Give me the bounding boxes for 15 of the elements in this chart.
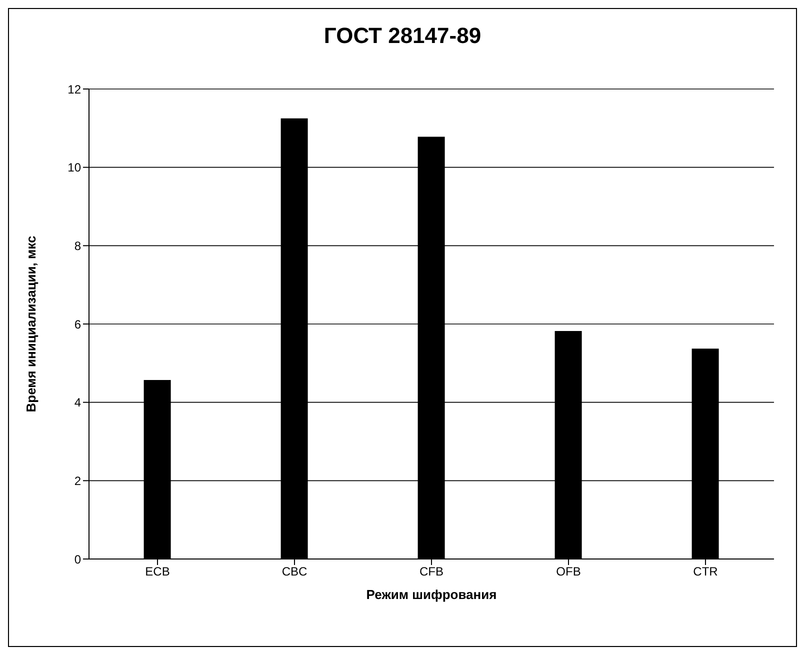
chart-title: ГОСТ 28147-89 xyxy=(322,23,482,49)
y-axis-title: Время инициализации, мкс xyxy=(24,236,39,412)
x-axis-title: Режим шифрования xyxy=(366,587,497,602)
y-tick-label: 12 xyxy=(68,82,82,96)
x-tick-label: CTR xyxy=(693,564,718,579)
y-tick-label: 10 xyxy=(68,160,82,175)
y-tick-label: 0 xyxy=(74,552,82,566)
x-tick-label: CBC xyxy=(282,564,308,579)
x-tick-label: OFB xyxy=(556,564,581,579)
y-tick-label: 6 xyxy=(74,317,82,332)
y-tick-label: 8 xyxy=(74,238,82,253)
y-tick-label: 2 xyxy=(74,474,82,488)
y-tick-label: 4 xyxy=(74,396,82,410)
x-tick-label: ECB xyxy=(145,564,170,579)
x-tick-label: CFB xyxy=(420,564,444,579)
